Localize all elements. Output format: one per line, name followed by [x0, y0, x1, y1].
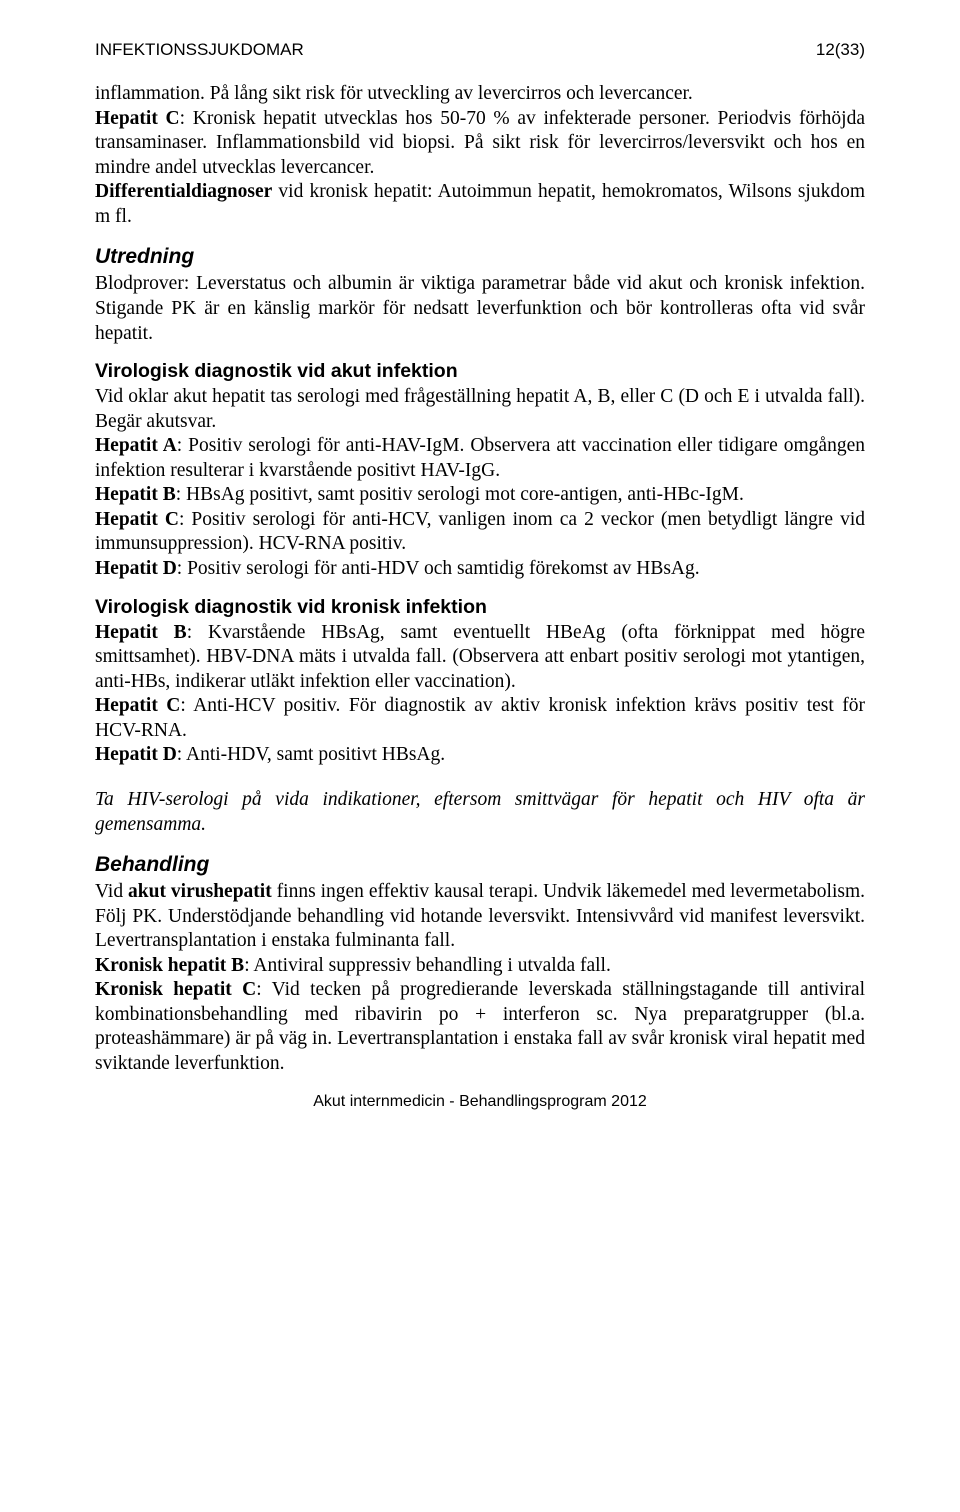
page-header: INFEKTIONSSJUKDOMAR 12(33)	[95, 40, 865, 60]
paragraph-virolog-akut: Vid oklar akut hepatit tas serologi med …	[95, 385, 865, 582]
text: Vid	[95, 881, 128, 902]
page-footer: Akut internmedicin - Behandlingsprogram …	[95, 1093, 865, 1111]
label-hepatit-d: Hepatit D	[95, 744, 177, 765]
label-hepatit-c: Hepatit C	[95, 509, 179, 530]
text: : Antiviral suppressiv behandling i utva…	[244, 955, 611, 976]
heading-utredning: Utredning	[95, 245, 865, 269]
label-hepatit-c: Hepatit C	[95, 108, 180, 129]
heading-behandling: Behandling	[95, 853, 865, 877]
text: : HBsAg positivt, samt positiv serologi …	[176, 484, 744, 505]
label-hepatit-b: Hepatit B	[95, 484, 176, 505]
paragraph-behandling: Vid akut virushepatit finns ingen effekt…	[95, 880, 865, 1077]
paragraph-intro: inflammation. På lång sikt risk för utve…	[95, 82, 865, 229]
label-kronisk-hepatit-b: Kronisk hepatit B	[95, 955, 244, 976]
text: : Positiv serologi för anti-HDV och samt…	[177, 558, 700, 579]
paragraph-virolog-kronisk: Hepatit B: Kvarstående HBsAg, samt event…	[95, 621, 865, 768]
text: : Kronisk hepatit utvecklas hos 50-70 % …	[95, 108, 865, 178]
label-akut-virushepatit: akut virushepatit	[128, 881, 272, 902]
paragraph-utredning: Blodprover: Leverstatus och albumin är v…	[95, 272, 865, 346]
text: : Kvarstående HBsAg, samt eventuellt HBe…	[95, 622, 865, 692]
label-differentialdiagnoser: Differentialdiagnoser	[95, 181, 272, 202]
text: : Positiv serologi för anti-HCV, vanlige…	[95, 509, 865, 555]
text: inflammation. På lång sikt risk för utve…	[95, 83, 693, 104]
text: : Positiv serologi för anti-HAV-IgM. Obs…	[95, 435, 865, 481]
header-page-number: 12(33)	[816, 40, 865, 60]
label-hepatit-b: Hepatit B	[95, 622, 187, 643]
text: Vid oklar akut hepatit tas serologi med …	[95, 386, 865, 432]
text: : Anti-HCV positiv. För diagnostik av ak…	[95, 695, 865, 741]
paragraph-hiv-note: Ta HIV-serologi på vida indikationer, ef…	[95, 788, 865, 837]
label-hepatit-a: Hepatit A	[95, 435, 177, 456]
document-page: INFEKTIONSSJUKDOMAR 12(33) inflammation.…	[0, 0, 960, 1141]
text: : Anti-HDV, samt positivt HBsAg.	[177, 744, 445, 765]
header-title: INFEKTIONSSJUKDOMAR	[95, 40, 304, 60]
label-hepatit-c: Hepatit C	[95, 695, 180, 716]
heading-virolog-akut: Virologisk diagnostik vid akut infektion	[95, 360, 865, 383]
label-kronisk-hepatit-c: Kronisk hepatit C	[95, 979, 256, 1000]
heading-virolog-kronisk: Virologisk diagnostik vid kronisk infekt…	[95, 596, 865, 619]
label-hepatit-d: Hepatit D	[95, 558, 177, 579]
